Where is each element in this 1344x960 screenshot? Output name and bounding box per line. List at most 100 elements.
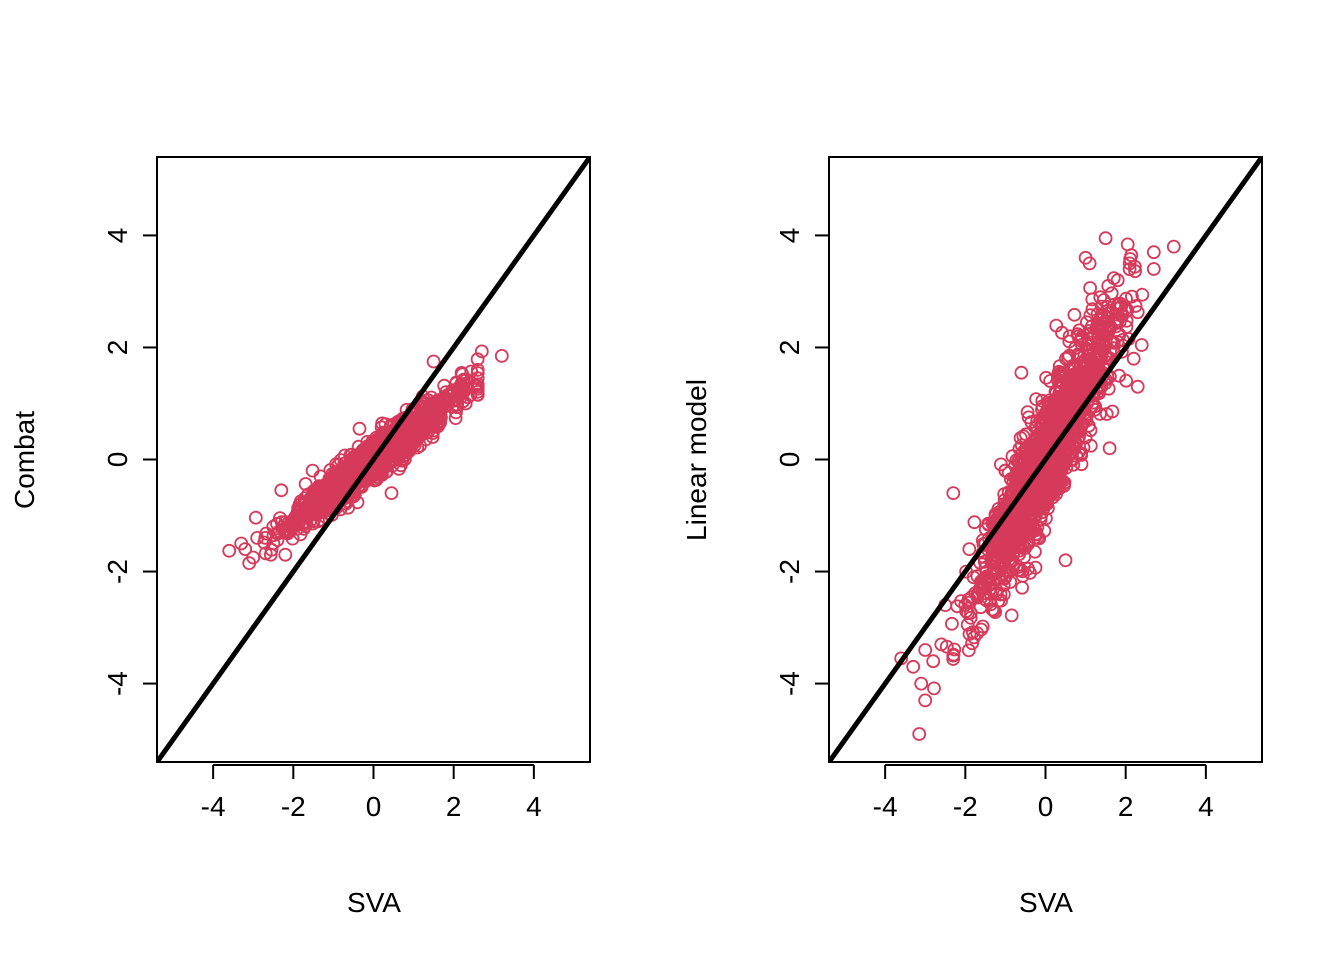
data-point	[1125, 289, 1139, 304]
x-axis-label: SVA	[347, 887, 401, 918]
data-point	[1044, 423, 1059, 438]
x-axis-label: SVA	[1019, 887, 1073, 918]
data-point	[1001, 541, 1015, 556]
data-point	[257, 535, 272, 550]
data-point	[494, 348, 509, 363]
data-point	[425, 430, 440, 444]
x-tick-label: 4	[1198, 791, 1214, 822]
data-point	[926, 654, 941, 669]
y-axis-label: Linear model	[681, 379, 712, 541]
data-point	[1101, 381, 1116, 396]
data-point	[945, 616, 959, 631]
y-tick-label: 0	[102, 452, 133, 468]
data-point	[979, 564, 994, 579]
y-axis: -4 -2 0 2 4	[774, 228, 830, 696]
data-point	[470, 352, 485, 367]
data-point	[1025, 440, 1040, 455]
data-point	[1124, 248, 1139, 263]
data-point	[1134, 338, 1149, 352]
data-point	[273, 511, 287, 525]
data-point	[1049, 318, 1064, 333]
data-point	[1021, 410, 1036, 425]
data-point	[1080, 358, 1095, 373]
data-point	[1037, 523, 1052, 538]
data-point	[1073, 349, 1087, 364]
data-point	[1102, 441, 1117, 456]
data-point	[1052, 359, 1067, 374]
data-point	[906, 659, 921, 674]
data-point	[1010, 469, 1025, 484]
data-point	[946, 486, 961, 501]
data-point	[975, 619, 990, 634]
data-point	[912, 727, 927, 741]
data-point	[1028, 560, 1043, 575]
data-point	[1058, 446, 1073, 461]
x-tick-label: 4	[526, 791, 542, 822]
data-point	[1014, 365, 1029, 380]
data-point	[293, 527, 308, 542]
data-point	[1013, 508, 1028, 523]
data-point	[1126, 351, 1141, 366]
data-point	[946, 652, 961, 666]
data-point	[988, 605, 1003, 619]
x-tick-label: 0	[366, 791, 382, 822]
data-point	[278, 547, 293, 562]
x-tick-label: -4	[873, 791, 898, 822]
data-point	[1130, 379, 1145, 394]
data-point	[423, 408, 438, 423]
data-point	[1091, 317, 1106, 331]
data-point	[433, 415, 448, 430]
data-point	[1061, 402, 1076, 417]
data-point	[990, 549, 1005, 564]
data-point	[1013, 540, 1028, 555]
data-point	[374, 467, 389, 482]
data-point	[967, 630, 981, 645]
data-point	[914, 676, 929, 691]
data-point	[1032, 498, 1047, 513]
data-point	[999, 550, 1013, 565]
data-point	[918, 643, 933, 657]
data-point	[352, 421, 367, 436]
data-point	[1098, 315, 1113, 330]
data-point	[456, 394, 470, 409]
y-tick-label: 4	[774, 228, 805, 244]
data-point	[305, 463, 320, 478]
data-point	[1135, 287, 1150, 302]
y-tick-label: 2	[774, 340, 805, 356]
data-point	[248, 510, 263, 525]
data-point	[1012, 547, 1026, 562]
data-point	[246, 550, 261, 565]
data-point	[1011, 505, 1026, 520]
data-point	[1099, 351, 1114, 366]
data-point	[1004, 608, 1019, 623]
data-point	[1049, 391, 1063, 406]
data-point	[1039, 423, 1054, 438]
x-tick-label: 2	[446, 791, 462, 822]
data-point	[1025, 446, 1039, 461]
data-point	[1083, 281, 1097, 295]
data-point	[395, 436, 410, 451]
data-point	[1055, 368, 1070, 383]
y-tick-label: -4	[102, 671, 133, 696]
data-point	[323, 463, 338, 477]
data-point	[382, 453, 397, 468]
data-point	[1146, 245, 1161, 260]
data-point	[474, 344, 489, 359]
data-point	[448, 411, 463, 426]
data-point	[1085, 302, 1100, 317]
data-point	[1105, 404, 1120, 419]
data-point	[277, 523, 292, 538]
data-point	[996, 578, 1011, 593]
data-point	[993, 587, 1008, 602]
data-point	[1072, 323, 1087, 338]
data-point	[987, 541, 1001, 555]
data-point	[1110, 334, 1125, 349]
data-point	[967, 515, 982, 530]
data-point	[962, 542, 977, 556]
data-point	[1119, 313, 1134, 328]
data-point	[421, 406, 436, 421]
data-point	[1024, 514, 1039, 529]
data-point	[470, 384, 485, 399]
